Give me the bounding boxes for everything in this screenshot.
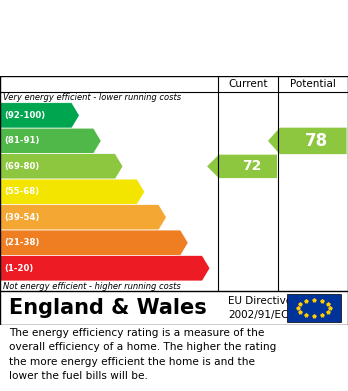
Text: 78: 78 xyxy=(305,132,328,150)
Text: (39-54): (39-54) xyxy=(4,213,40,222)
Text: (92-100): (92-100) xyxy=(4,111,45,120)
Polygon shape xyxy=(0,230,188,255)
Polygon shape xyxy=(207,155,277,178)
Text: The energy efficiency rating is a measure of the
overall efficiency of a home. T: The energy efficiency rating is a measur… xyxy=(9,328,276,381)
Text: Potential: Potential xyxy=(290,79,336,89)
Text: F: F xyxy=(190,234,202,252)
Text: EU Directive
2002/91/EC: EU Directive 2002/91/EC xyxy=(228,296,292,319)
Polygon shape xyxy=(268,127,347,154)
Text: E: E xyxy=(168,208,180,226)
Text: Current: Current xyxy=(228,79,268,89)
Text: (55-68): (55-68) xyxy=(4,187,39,196)
Polygon shape xyxy=(0,255,210,281)
Text: Not energy efficient - higher running costs: Not energy efficient - higher running co… xyxy=(3,282,181,291)
Bar xyxy=(287,294,341,322)
Polygon shape xyxy=(0,103,79,128)
Text: (69-80): (69-80) xyxy=(4,162,39,171)
Text: (81-91): (81-91) xyxy=(4,136,40,145)
Text: C: C xyxy=(125,157,138,176)
Polygon shape xyxy=(0,128,101,154)
Text: D: D xyxy=(147,183,161,201)
Text: (21-38): (21-38) xyxy=(4,238,40,247)
Polygon shape xyxy=(0,154,123,179)
Text: B: B xyxy=(103,132,117,150)
Text: Energy Efficiency Rating: Energy Efficiency Rating xyxy=(9,55,219,70)
Text: Very energy efficient - lower running costs: Very energy efficient - lower running co… xyxy=(3,93,182,102)
Text: A: A xyxy=(81,106,95,124)
Polygon shape xyxy=(0,179,145,204)
Text: (1-20): (1-20) xyxy=(4,264,33,273)
Text: G: G xyxy=(212,259,227,277)
Text: 72: 72 xyxy=(242,160,261,173)
Polygon shape xyxy=(0,204,166,230)
Text: England & Wales: England & Wales xyxy=(9,298,206,318)
